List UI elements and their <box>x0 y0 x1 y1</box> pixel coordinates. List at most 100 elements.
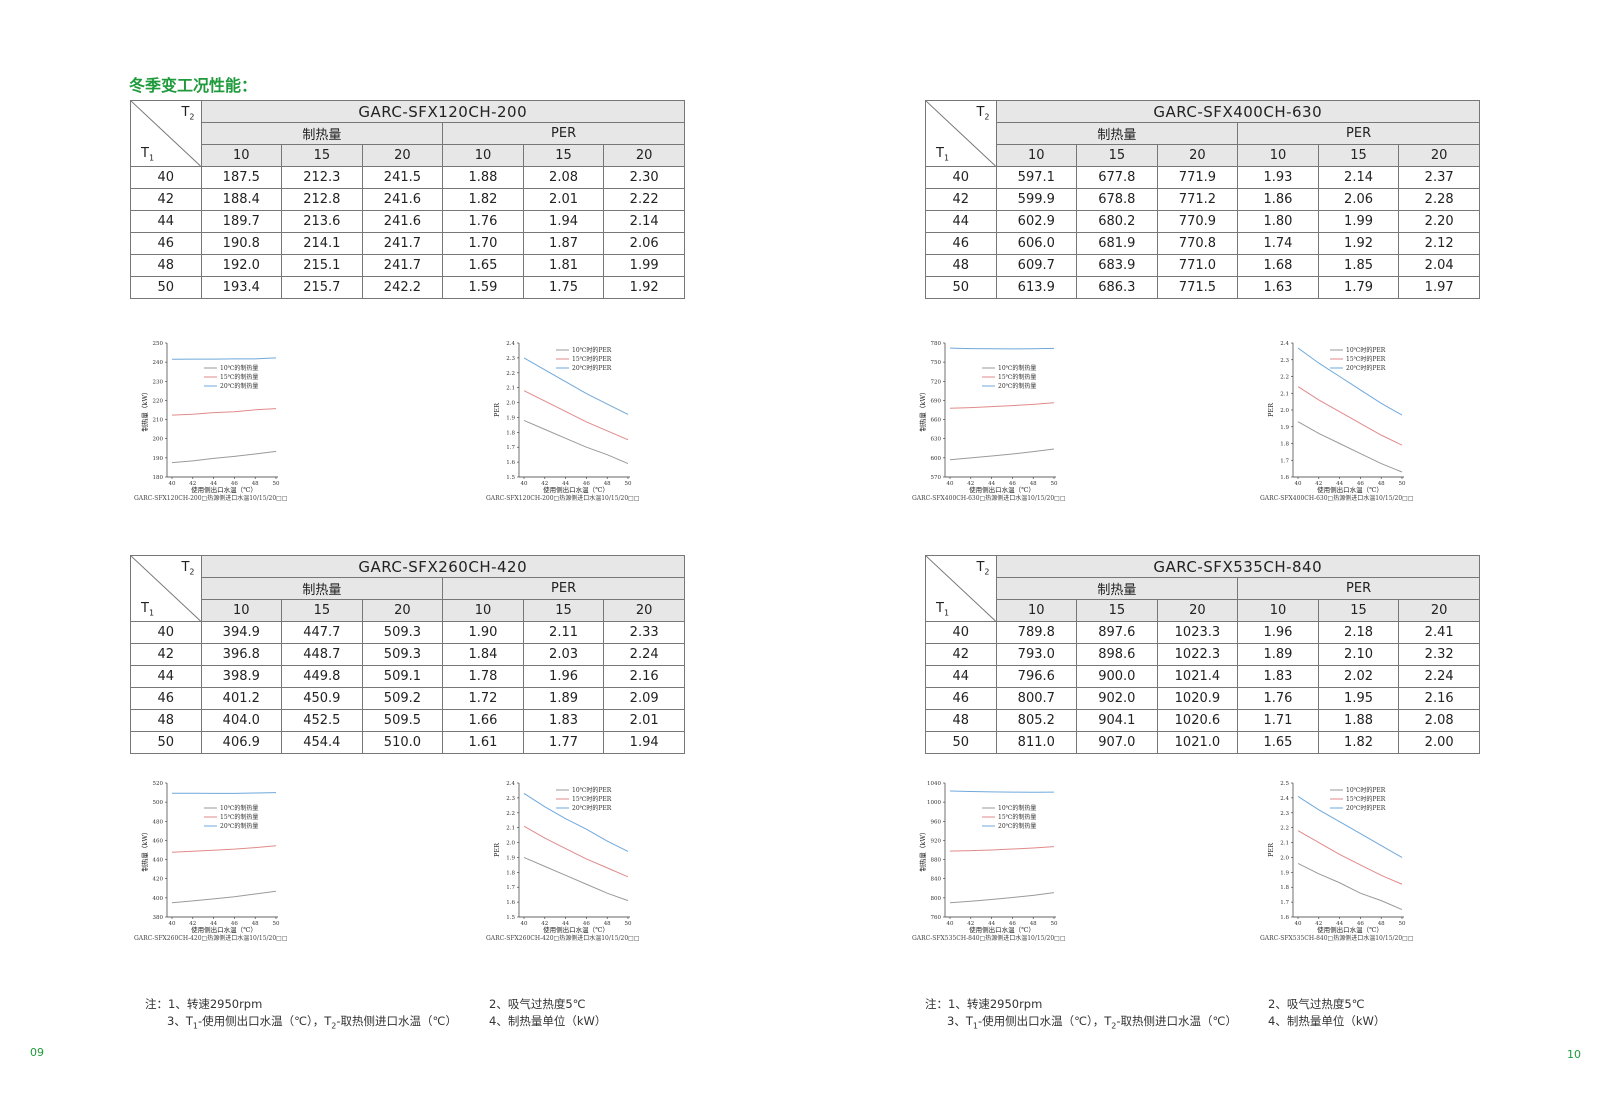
table-row: 50 613.9 686.3 771.5 1.63 1.79 1.97 <box>925 276 1480 299</box>
y-tick-label: 2.4 <box>1280 796 1289 802</box>
table-row: 44 398.9 449.8 509.1 1.78 1.96 2.16 <box>130 665 685 688</box>
table-cell: 241.6 <box>361 210 444 233</box>
table-cell: 2.11 <box>522 621 605 644</box>
chart-caption: GARC-SFX260CH-420□热源侧进口水温10/15/20□□ <box>486 934 640 942</box>
table-cell: 1.88 <box>1317 709 1400 732</box>
table-cell: 48 <box>130 254 202 277</box>
table-cell: 907.0 <box>1076 731 1158 754</box>
table-cell: 2.33 <box>603 621 685 644</box>
legend-label: 15℃时的PER <box>572 795 612 803</box>
table-cell: 213.6 <box>281 210 363 233</box>
table-cell: 2.02 <box>1317 665 1400 688</box>
y-axis-label: PER <box>493 842 501 857</box>
y-tick-label: 1040 <box>927 781 941 787</box>
y-tick-label: 400 <box>153 896 164 902</box>
table-cell: 1.84 <box>442 643 524 666</box>
x-tick-label: 42 <box>189 481 196 487</box>
table-cell: 2.14 <box>603 210 685 233</box>
table-cell: 401.2 <box>200 687 283 710</box>
y-tick-label: 1.9 <box>1280 425 1289 431</box>
note-1-right: 注：1、转速2950rpm <box>925 997 1043 1011</box>
series-line <box>171 845 277 853</box>
table-cell: 771.0 <box>1156 254 1239 277</box>
table-cell: 1.76 <box>1237 687 1319 710</box>
x-tick-label: 46 <box>1357 481 1364 487</box>
x-tick-label: 44 <box>562 481 569 487</box>
series-line <box>1297 421 1403 473</box>
x-tick-label: 48 <box>604 921 611 927</box>
per-header: PER <box>1237 122 1480 145</box>
table-cell: 2.10 <box>1317 643 1400 666</box>
table-cell: 212.3 <box>281 166 363 189</box>
note-2-right: 2、吸气过热度5℃ <box>1268 997 1365 1011</box>
y-tick-label: 2.3 <box>1280 358 1289 364</box>
table-cell: 2.28 <box>1398 188 1480 211</box>
t2-column-header: 20 <box>1156 144 1239 167</box>
table-cell: 1023.3 <box>1156 621 1239 644</box>
table-cell: 1.92 <box>603 276 685 299</box>
t2-column-header: 20 <box>1398 144 1480 167</box>
x-tick-label: 40 <box>521 481 528 487</box>
y-tick-label: 1.9 <box>506 855 515 861</box>
table-cell: 46 <box>130 232 202 255</box>
chart-svg: 570 600 630 660 690 720 750 780 40 42 44 46 48 50 使用侧出… <box>912 341 1066 502</box>
table-cell: 1.94 <box>522 210 605 233</box>
table-cell: 394.9 <box>200 621 283 644</box>
table-cell: 2.09 <box>603 687 685 710</box>
x-tick-label: 50 <box>1051 481 1058 487</box>
legend-label: 10℃的制热量 <box>998 804 1036 812</box>
heat-capacity-chart-535ch: 760 800 840 880 920 960 1000 1040 40 42 44 46 48 50 使用… <box>910 777 1105 955</box>
y-tick-label: 480 <box>153 819 164 825</box>
table-cell: 40 <box>925 621 997 644</box>
table-cell: 509.5 <box>361 709 444 732</box>
model-name: GARC-SFX400CH-630 <box>995 100 1480 123</box>
table-cell: 1.59 <box>442 276 524 299</box>
table-cell: 406.9 <box>200 731 283 754</box>
y-tick-label: 660 <box>931 418 942 424</box>
t2-column-header: 10 <box>442 599 524 622</box>
table-cell: 452.5 <box>281 709 363 732</box>
x-tick-label: 48 <box>604 481 611 487</box>
table-cell: 42 <box>130 643 202 666</box>
table-cell: 215.1 <box>281 254 363 277</box>
y-tick-label: 2.2 <box>1280 826 1289 832</box>
x-axis-label: 使用侧出口水温（℃） <box>969 925 1035 934</box>
table-cell: 2.00 <box>1398 731 1480 754</box>
heat-capacity-header: 制热量 <box>995 122 1239 145</box>
x-axis-label: 使用侧出口水温（℃） <box>1317 925 1383 934</box>
y-axis-label: 制热量（kW） <box>140 388 149 431</box>
table-cell: 2.04 <box>1398 254 1480 277</box>
table-cell: 42 <box>925 643 997 666</box>
chart-svg: 1.6 1.7 1.8 1.9 2.0 2.1 2.2 2.3 2.4 40 42 44 46 48 50 使… <box>1260 341 1414 502</box>
series-line <box>171 357 277 360</box>
y-tick-label: 180 <box>153 475 164 481</box>
table-cell: 609.7 <box>995 254 1078 277</box>
y-tick-label: 960 <box>931 819 942 825</box>
table-cell: 2.18 <box>1317 621 1400 644</box>
t2-column-header: 20 <box>603 144 685 167</box>
table-cell: 448.7 <box>281 643 363 666</box>
table-cell: 46 <box>925 687 997 710</box>
table-cell: 48 <box>925 254 997 277</box>
table-cell: 398.9 <box>200 665 283 688</box>
table-cell: 215.7 <box>281 276 363 299</box>
x-tick-label: 44 <box>988 921 995 927</box>
table-cell: 1.66 <box>442 709 524 732</box>
t2-column-header: 20 <box>1156 599 1239 622</box>
table-cell: 1.80 <box>1237 210 1319 233</box>
table-cell: 1.68 <box>1237 254 1319 277</box>
x-axis-label: 使用侧出口水温（℃） <box>543 485 609 494</box>
table-cell: 1.65 <box>442 254 524 277</box>
per-chart-120ch: 1.5 1.6 1.7 1.8 1.9 2.0 2.1 2.2 2.3 2.4 40 42 44 46 48… <box>484 337 679 515</box>
series-line <box>1297 347 1403 416</box>
y-tick-label: 2.0 <box>506 401 515 407</box>
x-tick-label: 50 <box>625 921 632 927</box>
series-line <box>1297 862 1403 911</box>
table-row: 50 406.9 454.4 510.0 1.61 1.77 1.94 <box>130 731 685 754</box>
table-cell: 192.0 <box>200 254 283 277</box>
x-tick-label: 42 <box>1315 481 1322 487</box>
y-tick-label: 690 <box>931 398 942 404</box>
table-cell: 1.83 <box>522 709 605 732</box>
table-cell: 613.9 <box>995 276 1078 299</box>
y-tick-label: 250 <box>153 341 164 347</box>
